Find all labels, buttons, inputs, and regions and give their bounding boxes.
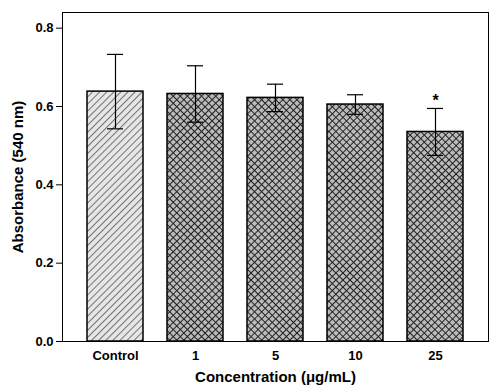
- svg-text:5: 5: [272, 348, 279, 363]
- svg-text:0.2: 0.2: [35, 255, 53, 270]
- svg-text:Control: Control: [92, 348, 138, 363]
- svg-text:25: 25: [428, 348, 442, 363]
- svg-text:10: 10: [348, 348, 362, 363]
- svg-text:1: 1: [192, 348, 199, 363]
- svg-text:0.4: 0.4: [35, 177, 54, 192]
- svg-text:Concentration (μg/mL): Concentration (μg/mL): [195, 368, 356, 385]
- svg-text:0.6: 0.6: [35, 99, 53, 114]
- svg-text:Absorbance (540 nm): Absorbance (540 nm): [9, 101, 26, 254]
- svg-text:0.8: 0.8: [35, 20, 53, 35]
- svg-text:*: *: [432, 92, 439, 109]
- svg-text:0.0: 0.0: [35, 334, 53, 349]
